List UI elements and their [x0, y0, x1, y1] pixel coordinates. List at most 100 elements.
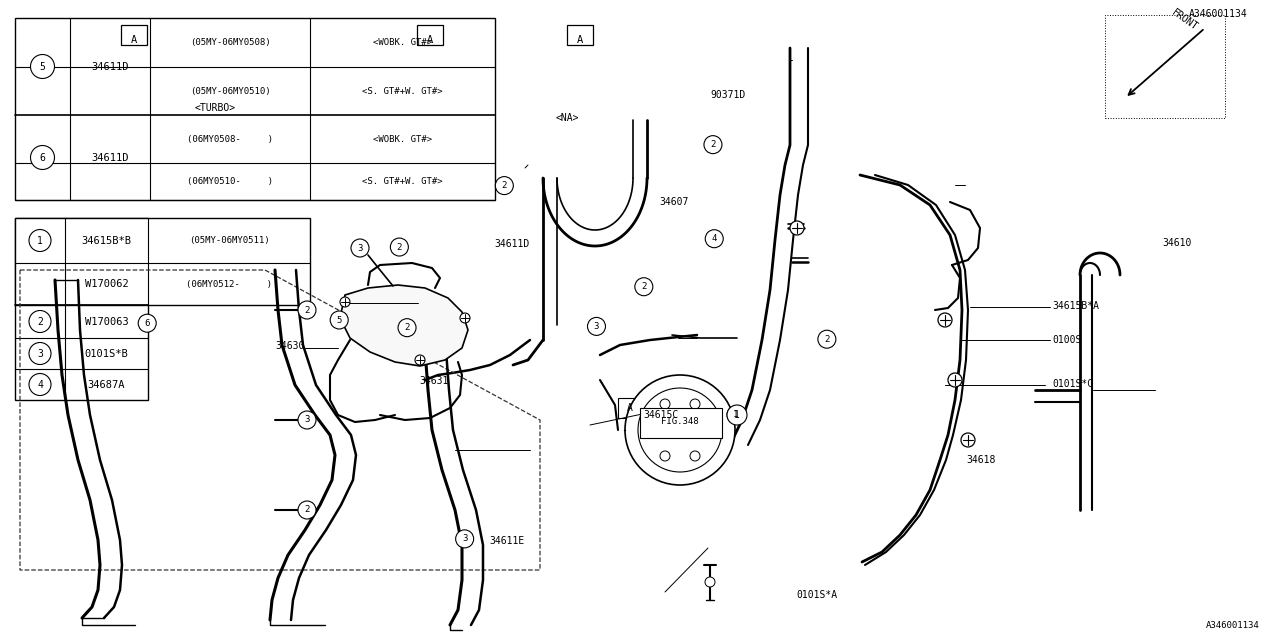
Text: 3: 3 — [594, 322, 599, 331]
Circle shape — [690, 399, 700, 409]
Circle shape — [938, 313, 952, 327]
Circle shape — [340, 297, 349, 307]
Circle shape — [351, 239, 369, 257]
Text: FRONT: FRONT — [1170, 8, 1199, 33]
Text: A346001134: A346001134 — [1206, 621, 1260, 630]
Circle shape — [660, 451, 669, 461]
Text: 0101S*B: 0101S*B — [84, 349, 128, 358]
Text: 1: 1 — [37, 236, 44, 246]
Circle shape — [588, 317, 605, 335]
Bar — [567, 24, 593, 45]
Text: 2: 2 — [37, 317, 44, 326]
Circle shape — [298, 301, 316, 319]
Text: 34615B*B: 34615B*B — [82, 236, 132, 246]
Text: 2: 2 — [641, 282, 646, 291]
Text: (05MY-06MY0511): (05MY-06MY0511) — [188, 236, 269, 245]
Text: 34631: 34631 — [420, 376, 449, 387]
Text: <WOBK. GT#>: <WOBK. GT#> — [372, 134, 433, 143]
Text: W170062: W170062 — [84, 279, 128, 289]
Text: 4: 4 — [37, 380, 44, 390]
Text: 2: 2 — [710, 140, 716, 149]
Circle shape — [138, 314, 156, 332]
Circle shape — [637, 388, 722, 472]
Bar — [15, 218, 148, 305]
Circle shape — [31, 145, 55, 170]
Text: A: A — [428, 35, 433, 45]
Text: 3: 3 — [462, 534, 467, 543]
Text: 2: 2 — [397, 243, 402, 252]
Circle shape — [495, 177, 513, 195]
Circle shape — [704, 136, 722, 154]
Text: 2: 2 — [824, 335, 829, 344]
Text: 2: 2 — [502, 181, 507, 190]
Text: 34618: 34618 — [966, 454, 996, 465]
Circle shape — [635, 278, 653, 296]
Circle shape — [790, 221, 804, 235]
Text: FIG.348: FIG.348 — [662, 417, 699, 426]
Text: 3: 3 — [305, 415, 310, 424]
Text: A346001134: A346001134 — [1189, 9, 1248, 19]
Text: <TURBO>: <TURBO> — [195, 102, 236, 113]
Text: 34615C: 34615C — [643, 410, 678, 420]
Bar — [1105, 15, 1225, 118]
Text: 1: 1 — [733, 410, 739, 419]
Text: 34607: 34607 — [659, 197, 689, 207]
Text: 0101S*A: 0101S*A — [796, 590, 837, 600]
Polygon shape — [340, 285, 468, 366]
Bar — [122, 24, 147, 45]
Circle shape — [625, 375, 735, 485]
Text: (06MY0510-     ): (06MY0510- ) — [187, 177, 273, 186]
Text: 34611D: 34611D — [91, 61, 129, 72]
Circle shape — [727, 405, 748, 425]
Bar — [15, 218, 310, 305]
Circle shape — [29, 310, 51, 333]
Text: 5: 5 — [40, 61, 45, 72]
Circle shape — [330, 311, 348, 329]
Text: (05MY-06MY0510): (05MY-06MY0510) — [189, 86, 270, 95]
Text: 90371D: 90371D — [710, 90, 746, 100]
Bar — [417, 24, 443, 45]
Text: 2: 2 — [305, 506, 310, 515]
Text: 3: 3 — [357, 243, 362, 253]
Circle shape — [398, 319, 416, 337]
Text: 34611D: 34611D — [494, 239, 530, 250]
Text: 4: 4 — [712, 234, 717, 243]
Circle shape — [29, 230, 51, 252]
Circle shape — [29, 342, 51, 365]
Bar — [15, 305, 148, 400]
Bar — [15, 18, 495, 200]
Text: 0100S: 0100S — [1052, 335, 1082, 346]
Text: 34630: 34630 — [275, 340, 305, 351]
Circle shape — [456, 530, 474, 548]
Circle shape — [390, 238, 408, 256]
Text: (06MY0508-     ): (06MY0508- ) — [187, 134, 273, 143]
Bar — [640, 408, 722, 438]
Circle shape — [415, 355, 425, 365]
Text: 3: 3 — [37, 349, 44, 358]
Circle shape — [460, 313, 470, 323]
Circle shape — [727, 406, 745, 424]
Circle shape — [298, 501, 316, 519]
Text: 2: 2 — [305, 305, 310, 314]
Circle shape — [298, 411, 316, 429]
Circle shape — [690, 451, 700, 461]
Circle shape — [948, 373, 963, 387]
Text: (05MY-06MY0508): (05MY-06MY0508) — [189, 38, 270, 47]
Circle shape — [660, 399, 669, 409]
Text: (06MY0512-     ): (06MY0512- ) — [186, 280, 273, 289]
Text: 34687A: 34687A — [88, 380, 125, 390]
Circle shape — [818, 330, 836, 348]
Text: 0101S*C: 0101S*C — [1052, 379, 1093, 389]
Bar — [618, 398, 643, 418]
Text: 1: 1 — [733, 410, 740, 420]
Text: 6: 6 — [40, 152, 45, 163]
Circle shape — [961, 433, 975, 447]
Text: <S. GT#+W. GT#>: <S. GT#+W. GT#> — [362, 86, 443, 95]
Text: 6: 6 — [145, 319, 150, 328]
Text: A: A — [577, 35, 582, 45]
Text: 34611E: 34611E — [489, 536, 525, 546]
Text: <WOBK. GT#>: <WOBK. GT#> — [372, 38, 433, 47]
Circle shape — [705, 577, 716, 587]
Text: <S. GT#+W. GT#>: <S. GT#+W. GT#> — [362, 177, 443, 186]
Text: 34611D: 34611D — [91, 152, 129, 163]
